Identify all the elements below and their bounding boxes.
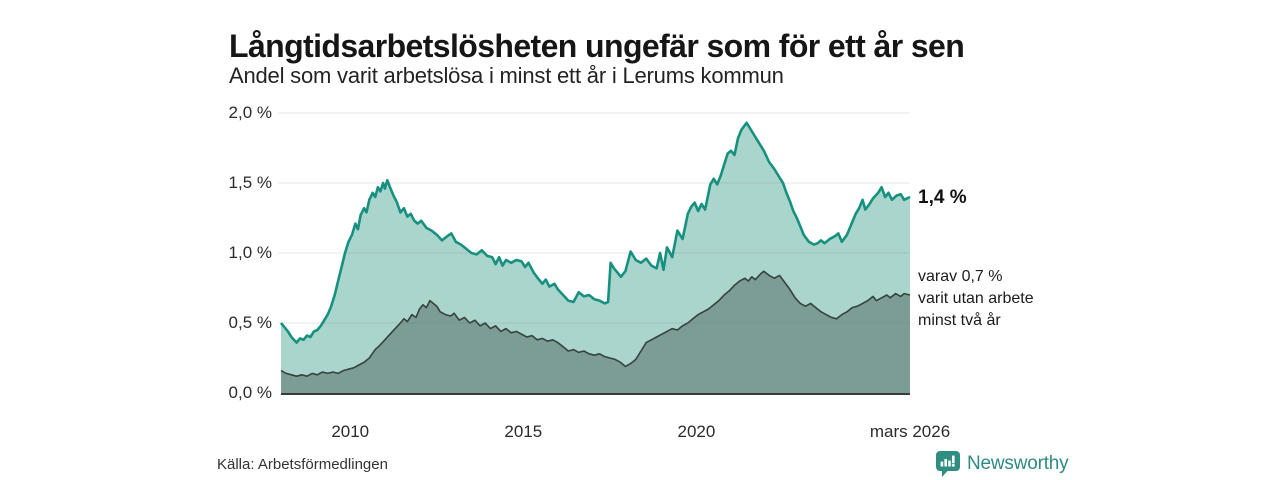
- x-tick-label: 2015: [504, 422, 543, 441]
- subset-annotation-line2: varit utan arbete: [918, 290, 1034, 307]
- latest-total-value-label: 1,4 %: [918, 187, 967, 208]
- x-tick-label: 2010: [331, 422, 370, 441]
- x-tick-label: 2020: [677, 422, 716, 441]
- y-tick-label: 1,5 %: [228, 173, 272, 192]
- y-tick-label: 0,0 %: [228, 383, 272, 402]
- series-line-0: [280, 121, 911, 344]
- y-tick-label: 1,0 %: [228, 243, 272, 262]
- y-tick-label: 2,0 %: [228, 103, 272, 122]
- subset-annotation-line1: varav 0,7 %: [918, 268, 1003, 285]
- subset-series-annotation: varav 0,7 % varit utan arbete minst två …: [918, 266, 1034, 332]
- x-tick-label: mars 2026: [869, 422, 951, 441]
- newsworthy-brandmark: Newsworthy: [936, 451, 1069, 477]
- source-attribution: Källa: Arbetsförmedlingen: [217, 456, 388, 473]
- chart-subtitle: Andel som varit arbetslösa i minst ett å…: [229, 63, 784, 88]
- newsworthy-brand-name: Newsworthy: [967, 453, 1069, 474]
- subset-annotation-line3: minst två år: [918, 312, 1001, 329]
- page-title: Långtidsarbetslösheten ungefär som för e…: [229, 28, 965, 65]
- series-area-1: [281, 271, 910, 393]
- series-line-1: [280, 270, 911, 377]
- newsworthy-logo-icon: [936, 451, 960, 477]
- y-tick-label: 0,5 %: [228, 313, 272, 332]
